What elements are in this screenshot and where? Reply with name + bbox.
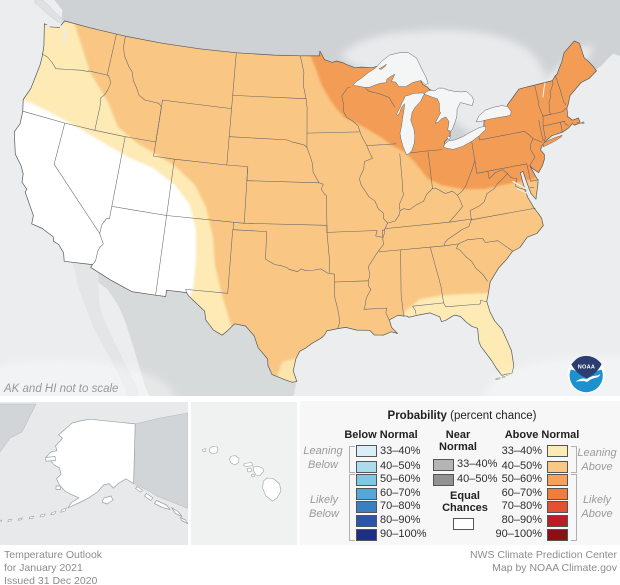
svg-text:NOAA: NOAA: [578, 365, 595, 371]
